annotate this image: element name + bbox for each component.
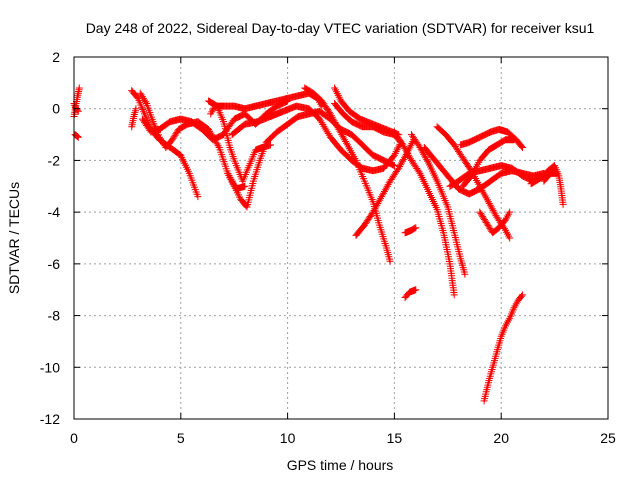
y-tick-label: -2 [48, 152, 61, 168]
x-tick-label: 15 [387, 430, 403, 446]
series-arc-19 [401, 286, 420, 301]
y-tick-label: 0 [52, 101, 60, 117]
x-tick-label: 10 [280, 430, 296, 446]
point-markers [401, 224, 420, 237]
y-tick-label: -4 [48, 204, 61, 220]
point-markers [128, 105, 140, 131]
y-tick-label: -12 [40, 411, 60, 427]
data-points [70, 84, 567, 405]
x-tick-label: 0 [70, 430, 78, 446]
series-arc-01 [70, 84, 83, 120]
series-arc-26 [480, 291, 527, 405]
point-markers [408, 131, 469, 278]
point-markers [390, 128, 458, 299]
series-arc-23 [459, 136, 518, 190]
x-tick-label: 20 [493, 430, 509, 446]
point-markers [228, 102, 405, 175]
series-arc-28 [540, 169, 561, 185]
y-tick-label: 2 [52, 49, 60, 65]
point-markers [457, 125, 527, 151]
series-arc-27 [527, 162, 567, 208]
y-tick-label: -10 [40, 359, 60, 375]
point-markers [480, 291, 527, 405]
point-markers [476, 208, 514, 237]
series-arc-16 [390, 128, 458, 299]
point-markers [527, 162, 567, 208]
series-arc-11 [228, 102, 405, 175]
series-arc-24 [457, 125, 527, 151]
point-markers [401, 286, 420, 301]
x-axis-label: GPS time / hours [287, 457, 394, 473]
series-arc-18 [401, 224, 420, 237]
series-arc-25 [476, 208, 514, 237]
y-tick-label: -6 [48, 256, 61, 272]
point-markers [70, 84, 83, 120]
series-arc-04 [128, 105, 140, 131]
point-markers [540, 169, 561, 185]
series-arc-17 [408, 131, 469, 278]
y-axis-label: SDTVAR / TECUs [6, 182, 22, 294]
x-tick-label: 5 [177, 430, 185, 446]
series-arc-03 [71, 131, 82, 141]
plot-frame [73, 56, 609, 420]
chart-title: Day 248 of 2022, Sidereal Day-to-day VTE… [86, 20, 595, 36]
x-tick-label: 25 [600, 430, 616, 446]
axis-ticks [73, 56, 609, 420]
y-tick-label: -8 [48, 308, 61, 324]
point-markers [301, 84, 394, 265]
series-arc-12 [301, 84, 394, 265]
point-markers [71, 131, 82, 141]
point-markers [459, 136, 518, 190]
